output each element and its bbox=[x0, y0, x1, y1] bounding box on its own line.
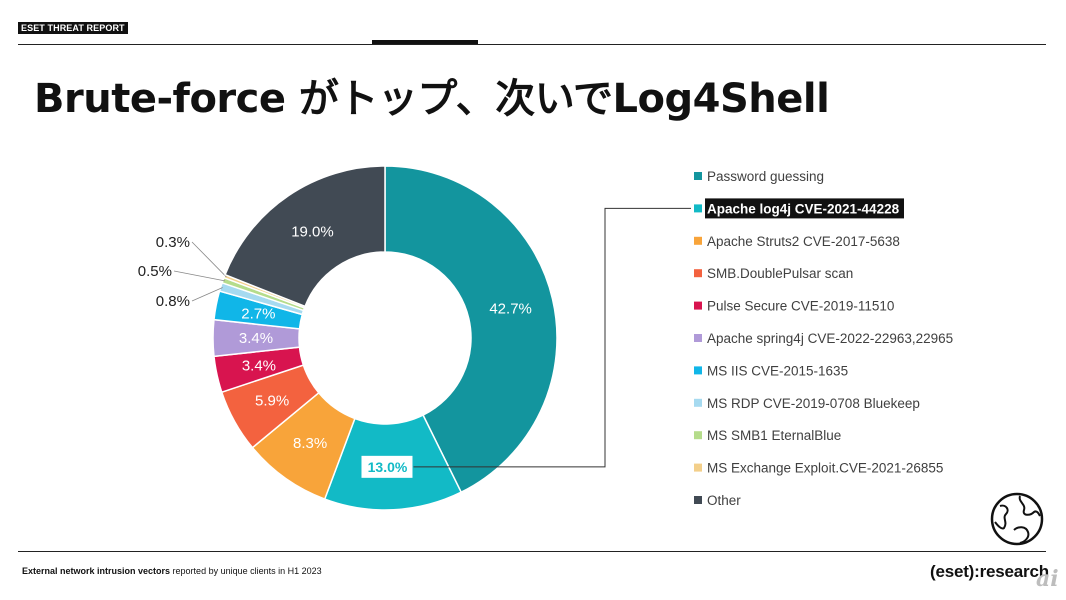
slice-other bbox=[224, 165, 386, 308]
legend-label-ms-rdp-cve-2019-0708-bluekeep: MS RDP CVE-2019-0708 Bluekeep bbox=[707, 396, 920, 411]
watermark-logo: ai bbox=[1036, 566, 1059, 592]
legend-label-pulse-secure-cve-2019-11510: Pulse Secure CVE-2019-11510 bbox=[707, 299, 894, 314]
data-label-ms-smb1-eternalblue: 0.5% bbox=[138, 263, 172, 280]
data-label-smb-doublepulsar-scan: 5.9% bbox=[255, 393, 289, 410]
globe-icon bbox=[990, 492, 1044, 546]
legend-label-ms-iis-cve-2015-1635: MS IIS CVE-2015-1635 bbox=[707, 363, 848, 378]
accent-bar bbox=[372, 40, 478, 45]
leader-line-ms-smb1-eternalblue bbox=[173, 270, 225, 282]
slice-password-guessing bbox=[384, 165, 558, 494]
legend-swatch-ms-exchange-exploit-cve-2021-26855 bbox=[694, 463, 702, 472]
data-label-pulse-secure-cve-2019-11510: 3.4% bbox=[242, 357, 276, 374]
legend-label-apache-log4j-cve-2021-44228: Apache log4j CVE-2021-44228 bbox=[707, 201, 900, 216]
legend-swatch-apache-log4j-cve-2021-44228 bbox=[694, 204, 702, 213]
bottom-divider bbox=[18, 551, 1046, 552]
legend-swatch-apache-struts2-cve-2017-5638 bbox=[694, 236, 702, 245]
data-label-ms-rdp-cve-2019-0708-bluekeep: 0.8% bbox=[156, 293, 190, 310]
legend-swatch-apache-spring4j-cve-2022-22963-22965 bbox=[694, 334, 702, 342]
legend-label-apache-spring4j-cve-2022-22963-22965: Apache spring4j CVE-2022-22963,22965 bbox=[707, 331, 953, 346]
legend-swatch-ms-rdp-cve-2019-0708-bluekeep bbox=[694, 398, 702, 407]
legend-swatch-password-guessing bbox=[694, 172, 702, 180]
source-footnote: External network intrusion vectors repor… bbox=[22, 566, 322, 576]
legend-swatch-ms-smb1-eternalblue bbox=[694, 431, 702, 440]
data-label-password-guessing: 42.7% bbox=[489, 301, 532, 318]
report-header-label: ESET THREAT REPORT bbox=[18, 22, 128, 34]
data-label-apache-log4j-cve-2021-44228: 13.0% bbox=[368, 459, 408, 475]
legend-swatch-pulse-secure-cve-2019-11510 bbox=[694, 301, 702, 310]
legend-highlight-bg bbox=[705, 198, 904, 219]
source-footnote-bold: External network intrusion vectors bbox=[22, 566, 171, 576]
legend-label-apache-struts2-cve-2017-5638: Apache Struts2 CVE-2017-5638 bbox=[707, 234, 900, 249]
source-footnote-rest: reported by unique clients in H1 2023 bbox=[170, 566, 322, 576]
legend-label-ms-smb1-eternalblue: MS SMB1 EternalBlue bbox=[707, 428, 841, 443]
highlight-label-bg bbox=[361, 455, 413, 478]
leader-line-ms-rdp-cve-2019-0708-bluekeep bbox=[191, 287, 223, 302]
data-label-apache-struts2-cve-2017-5638: 8.3% bbox=[293, 435, 327, 452]
data-label-apache-spring4j-cve-2022-22963-22965: 3.4% bbox=[239, 330, 273, 347]
legend-swatch-ms-iis-cve-2015-1635 bbox=[694, 366, 702, 375]
legend-label-password-guessing: Password guessing bbox=[707, 169, 824, 184]
leader-line-ms-exchange-exploit-cve-2021-26855 bbox=[191, 241, 227, 278]
legend-label-ms-exchange-exploit-cve-2021-26855: MS Exchange Exploit.CVE-2021-26855 bbox=[707, 461, 943, 476]
data-label-other: 19.0% bbox=[291, 223, 334, 240]
page-title: Brute-force がトップ、次いでLog4Shell bbox=[34, 76, 830, 122]
highlight-connector-line bbox=[413, 207, 691, 468]
legend-swatch-smb-doublepulsar-scan bbox=[694, 269, 702, 278]
top-divider bbox=[18, 44, 1046, 45]
eset-research-logo: (eset):research bbox=[930, 562, 1049, 581]
legend-label-smb-doublepulsar-scan: SMB.DoublePulsar scan bbox=[707, 266, 853, 281]
data-label-ms-iis-cve-2015-1635: 2.7% bbox=[241, 305, 275, 322]
legend-swatch-other bbox=[694, 496, 702, 504]
data-label-ms-exchange-exploit-cve-2021-26855: 0.3% bbox=[156, 234, 190, 251]
legend-label-other: Other bbox=[707, 493, 741, 508]
